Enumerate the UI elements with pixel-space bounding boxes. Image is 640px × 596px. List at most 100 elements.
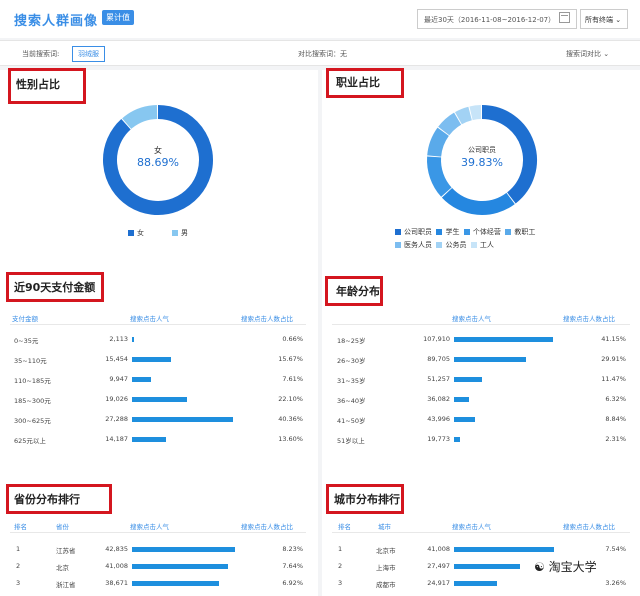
watermark: ☯ 淘宝大学 xyxy=(530,556,601,577)
legend-item: 教职工 xyxy=(505,228,535,236)
row-bar xyxy=(132,357,172,362)
cumulative-badge: 累计值 xyxy=(102,10,134,25)
row-share: 7.64% xyxy=(282,562,303,570)
row-rank: 3 xyxy=(16,579,21,587)
compare-keyword-label: 对比搜索词：无 xyxy=(298,50,347,58)
row-value: 38,671 xyxy=(105,579,128,587)
legend-label: 医务人员 xyxy=(404,241,432,249)
chevron-down-icon: ⌄ xyxy=(603,50,610,58)
occupation-center-label: 公司职员 xyxy=(468,146,496,154)
row-bar xyxy=(132,437,166,442)
compare-keyword-button[interactable]: 搜索词对比 ⌄ xyxy=(566,49,609,59)
row-share: 8.23% xyxy=(282,545,303,553)
row-bar xyxy=(454,377,482,382)
row-share: 7.61% xyxy=(282,375,303,383)
row-label: 31~35岁 xyxy=(337,377,366,385)
legend-swatch xyxy=(463,229,470,235)
age-col-popularity: 搜索点击人气 xyxy=(452,315,491,323)
compare-keyword-button-label: 搜索词对比 xyxy=(566,50,601,58)
gender-donut-chart xyxy=(103,105,213,215)
row-name: 上海市 xyxy=(376,564,396,572)
row-value: 36,082 xyxy=(427,395,450,403)
legend-label: 学生 xyxy=(445,228,460,236)
city-col-name: 城市 xyxy=(378,523,391,531)
province-col-share: 搜索点击人数占比 xyxy=(241,523,293,531)
province-title: 省份分布排行 xyxy=(14,493,80,506)
pay-col-amount: 支付金额 xyxy=(12,315,38,323)
legend-label: 个体经营 xyxy=(472,228,501,236)
pay-title-highlight xyxy=(6,272,104,302)
legend-item: 公司职员 xyxy=(395,228,432,236)
age-title-highlight xyxy=(325,276,383,306)
row-value: 14,187 xyxy=(105,435,128,443)
row-label: 51岁以上 xyxy=(337,437,365,445)
row-share: 6.32% xyxy=(605,395,626,403)
current-keyword-tag[interactable]: 羽绒服 xyxy=(72,46,105,62)
row-value: 27,497 xyxy=(427,562,450,570)
row-share: 41.15% xyxy=(601,335,626,343)
row-label: 0~35元 xyxy=(14,337,39,345)
gender-center-value: 88.69% xyxy=(137,156,179,169)
legend-item: 个体经营 xyxy=(463,228,501,236)
chevron-down-icon: ⌄ xyxy=(615,16,622,24)
row-share: 7.54% xyxy=(605,545,626,553)
row-value: 42,835 xyxy=(105,545,128,553)
row-share: 6.92% xyxy=(282,579,303,587)
row-rank: 2 xyxy=(16,562,21,570)
legend-swatch xyxy=(128,230,134,236)
occupation-center-value: 39.83% xyxy=(461,156,503,169)
row-rank: 3 xyxy=(338,579,343,587)
divider xyxy=(332,532,630,533)
donut-slice xyxy=(469,105,482,121)
row-bar xyxy=(132,547,235,552)
occupation-title-highlight xyxy=(326,68,404,98)
row-label: 300~625元 xyxy=(14,417,51,425)
row-label: 110~185元 xyxy=(14,377,51,385)
gender-title: 性别占比 xyxy=(16,78,60,91)
calendar-icon[interactable] xyxy=(559,12,570,23)
row-value: 24,917 xyxy=(427,579,450,587)
row-bar xyxy=(454,357,526,362)
province-col-rank: 排名 xyxy=(14,523,27,531)
legend-item: 工人 xyxy=(470,241,494,249)
city-title: 城市分布排行 xyxy=(334,493,400,506)
current-keyword-label: 当前搜索词: xyxy=(22,50,60,58)
row-bar xyxy=(454,397,470,402)
legend-swatch xyxy=(436,242,443,248)
province-col-popularity: 搜索点击人气 xyxy=(130,523,169,531)
legend-item: 医务人员 xyxy=(395,241,432,249)
row-label: 35~110元 xyxy=(14,357,47,365)
row-rank: 2 xyxy=(338,562,343,570)
donut-slice xyxy=(481,105,537,204)
row-value: 27,288 xyxy=(105,415,128,423)
row-value: 89,705 xyxy=(427,355,450,363)
legend-label: 公务员 xyxy=(445,241,467,249)
gender-legend-female: 女 xyxy=(128,228,144,238)
row-value: 41,008 xyxy=(105,562,128,570)
city-col-popularity: 搜索点击人气 xyxy=(452,523,491,531)
gender-center-label: 女 xyxy=(154,146,162,155)
row-share: 0.66% xyxy=(282,335,303,343)
pay-col-popularity: 搜索点击人气 xyxy=(130,315,169,323)
row-value: 15,454 xyxy=(105,355,128,363)
divider xyxy=(10,532,306,533)
wechat-icon: ☯ xyxy=(534,560,545,574)
row-share: 13.60% xyxy=(278,435,303,443)
row-name: 江苏省 xyxy=(56,547,76,555)
row-value: 9,947 xyxy=(109,375,128,383)
row-value: 107,910 xyxy=(423,335,450,343)
age-title: 年龄分布 xyxy=(336,285,380,298)
row-bar xyxy=(132,564,228,569)
watermark-text: 淘宝大学 xyxy=(548,560,597,574)
row-bar xyxy=(454,564,520,569)
row-share: 40.36% xyxy=(278,415,303,423)
legend-label: 公司职员 xyxy=(404,228,432,236)
legend-swatch xyxy=(470,242,477,248)
terminal-select[interactable]: 所有终端 ⌄ xyxy=(580,9,628,29)
province-title-highlight xyxy=(6,484,112,514)
province-col-name: 省份 xyxy=(56,523,69,531)
row-name: 北京 xyxy=(56,564,69,572)
page-title: 搜索人群画像 xyxy=(14,14,99,29)
pay-col-share: 搜索点击人数占比 xyxy=(241,315,293,323)
date-range-picker[interactable]: 最近30天（2016-11-08~2016-12-07） xyxy=(417,9,577,29)
